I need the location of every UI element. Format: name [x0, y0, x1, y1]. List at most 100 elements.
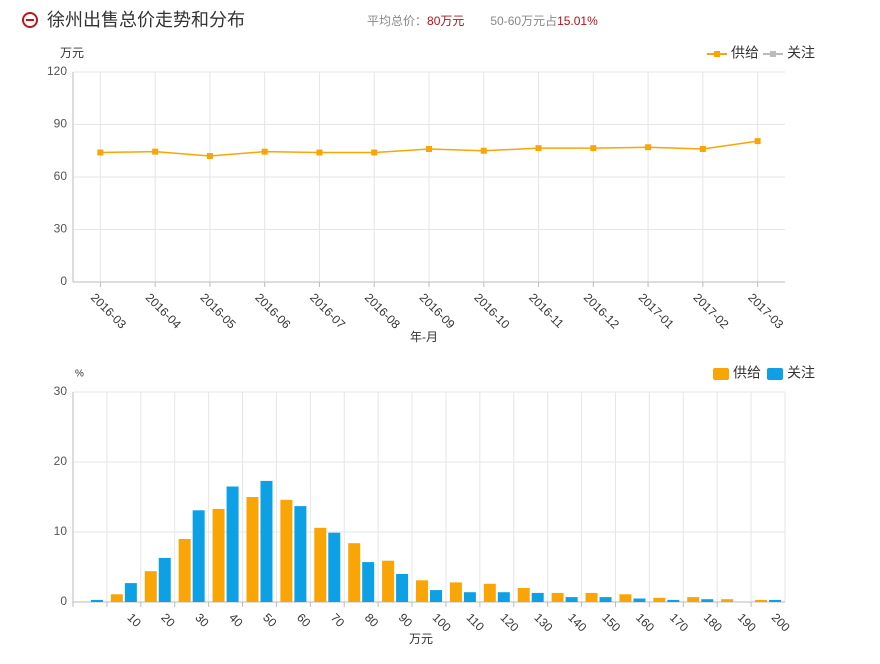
bar [449, 582, 462, 602]
y-tick-label: 0 [60, 274, 67, 288]
x-tick-label: 170 [667, 610, 691, 634]
bar [721, 599, 734, 602]
y-tick-label: 90 [54, 117, 68, 131]
bar [517, 588, 530, 602]
x-tick-label: 2016-07 [307, 290, 348, 331]
y-axis-title: % [75, 369, 84, 380]
bar [212, 508, 225, 602]
x-tick-label: 2016-08 [362, 290, 403, 331]
legend-marker [714, 51, 720, 57]
bar [110, 594, 123, 602]
bar [362, 562, 375, 602]
x-tick-label: 110 [464, 610, 488, 634]
legend-label: 供给 [731, 45, 759, 61]
x-tick-label: 100 [430, 610, 454, 634]
x-tick-label: 130 [531, 610, 555, 634]
x-tick-label: 80 [362, 610, 382, 630]
bar [585, 592, 598, 602]
x-tick-label: 70 [328, 610, 348, 630]
x-tick-label: 2016-06 [252, 290, 293, 331]
bar [192, 510, 205, 602]
bar [667, 599, 680, 602]
x-tick-label: 50 [260, 610, 280, 630]
x-tick-label: 2016-04 [143, 290, 184, 331]
bar [463, 592, 476, 602]
avg-label: 平均总价： [367, 14, 427, 28]
bar [599, 597, 612, 602]
data-point [535, 145, 542, 152]
x-tick-label: 10 [125, 610, 145, 630]
x-tick-label: 180 [701, 610, 725, 634]
data-point [316, 149, 323, 156]
collapse-icon[interactable] [22, 12, 38, 28]
x-tick-label: 90 [396, 610, 416, 630]
data-point [371, 149, 378, 156]
bar [348, 543, 361, 602]
x-tick-label: 140 [565, 610, 589, 634]
bar [144, 571, 157, 602]
x-axis-title: 万元 [409, 632, 433, 646]
bar [755, 599, 768, 602]
x-tick-label: 2017-02 [690, 290, 731, 331]
bar [619, 594, 632, 602]
legend-label: 关注 [787, 365, 815, 381]
bar [246, 497, 259, 602]
bar [280, 499, 293, 602]
x-axis-title: 年-月 [410, 330, 438, 344]
data-point [97, 149, 104, 156]
data-point [754, 138, 761, 145]
x-tick-label: 150 [599, 610, 623, 634]
x-tick-label: 2016-03 [88, 290, 129, 331]
legend-swatch [713, 368, 729, 380]
x-tick-label: 20 [158, 610, 178, 630]
x-tick-label: 2016-05 [198, 290, 239, 331]
x-tick-label: 190 [735, 610, 759, 634]
page-title: 徐州出售总价走势和分布 [47, 10, 245, 30]
x-tick-label: 30 [192, 610, 212, 630]
bar [416, 580, 428, 602]
bar [531, 592, 544, 602]
legend-label: 供给 [733, 365, 761, 381]
bar [124, 583, 137, 602]
data-point [261, 148, 268, 155]
data-point [426, 146, 432, 152]
y-tick-label: 30 [54, 384, 68, 398]
x-tick-label: 2017-01 [636, 290, 677, 331]
bar [260, 480, 273, 602]
bar [430, 590, 442, 602]
y-tick-label: 60 [54, 169, 68, 183]
bar [687, 597, 700, 602]
x-tick-label: 60 [294, 610, 314, 630]
data-point [480, 147, 487, 154]
data-point [152, 148, 159, 155]
bar [551, 592, 564, 602]
bar [633, 598, 646, 602]
legend-marker [770, 51, 776, 57]
y-axis-title: 万元 [60, 46, 84, 60]
legend-swatch [767, 368, 783, 380]
avg-price: 平均总价：80万元 50-60万元占15.01% [367, 13, 598, 28]
share-value: 15.01% [557, 14, 598, 28]
bar [497, 592, 510, 602]
bar [483, 583, 496, 602]
x-tick-label: 200 [769, 610, 793, 634]
x-tick-label: 2017-03 [745, 290, 786, 331]
x-tick-label: 40 [226, 610, 246, 630]
x-tick-label: 2016-10 [471, 290, 512, 331]
bar [328, 532, 341, 602]
y-tick-label: 0 [60, 594, 67, 608]
bar [396, 574, 409, 602]
x-tick-label: 160 [633, 610, 657, 634]
y-tick-label: 10 [54, 524, 68, 538]
share-label: 50-60万元占 [490, 13, 557, 28]
bar [769, 599, 782, 602]
bar [294, 506, 307, 602]
legend-label: 关注 [787, 45, 815, 61]
x-tick-label: 2016-09 [417, 290, 458, 331]
bar [90, 599, 103, 602]
data-point [590, 145, 597, 152]
data-point [206, 153, 213, 159]
bar [226, 486, 239, 602]
